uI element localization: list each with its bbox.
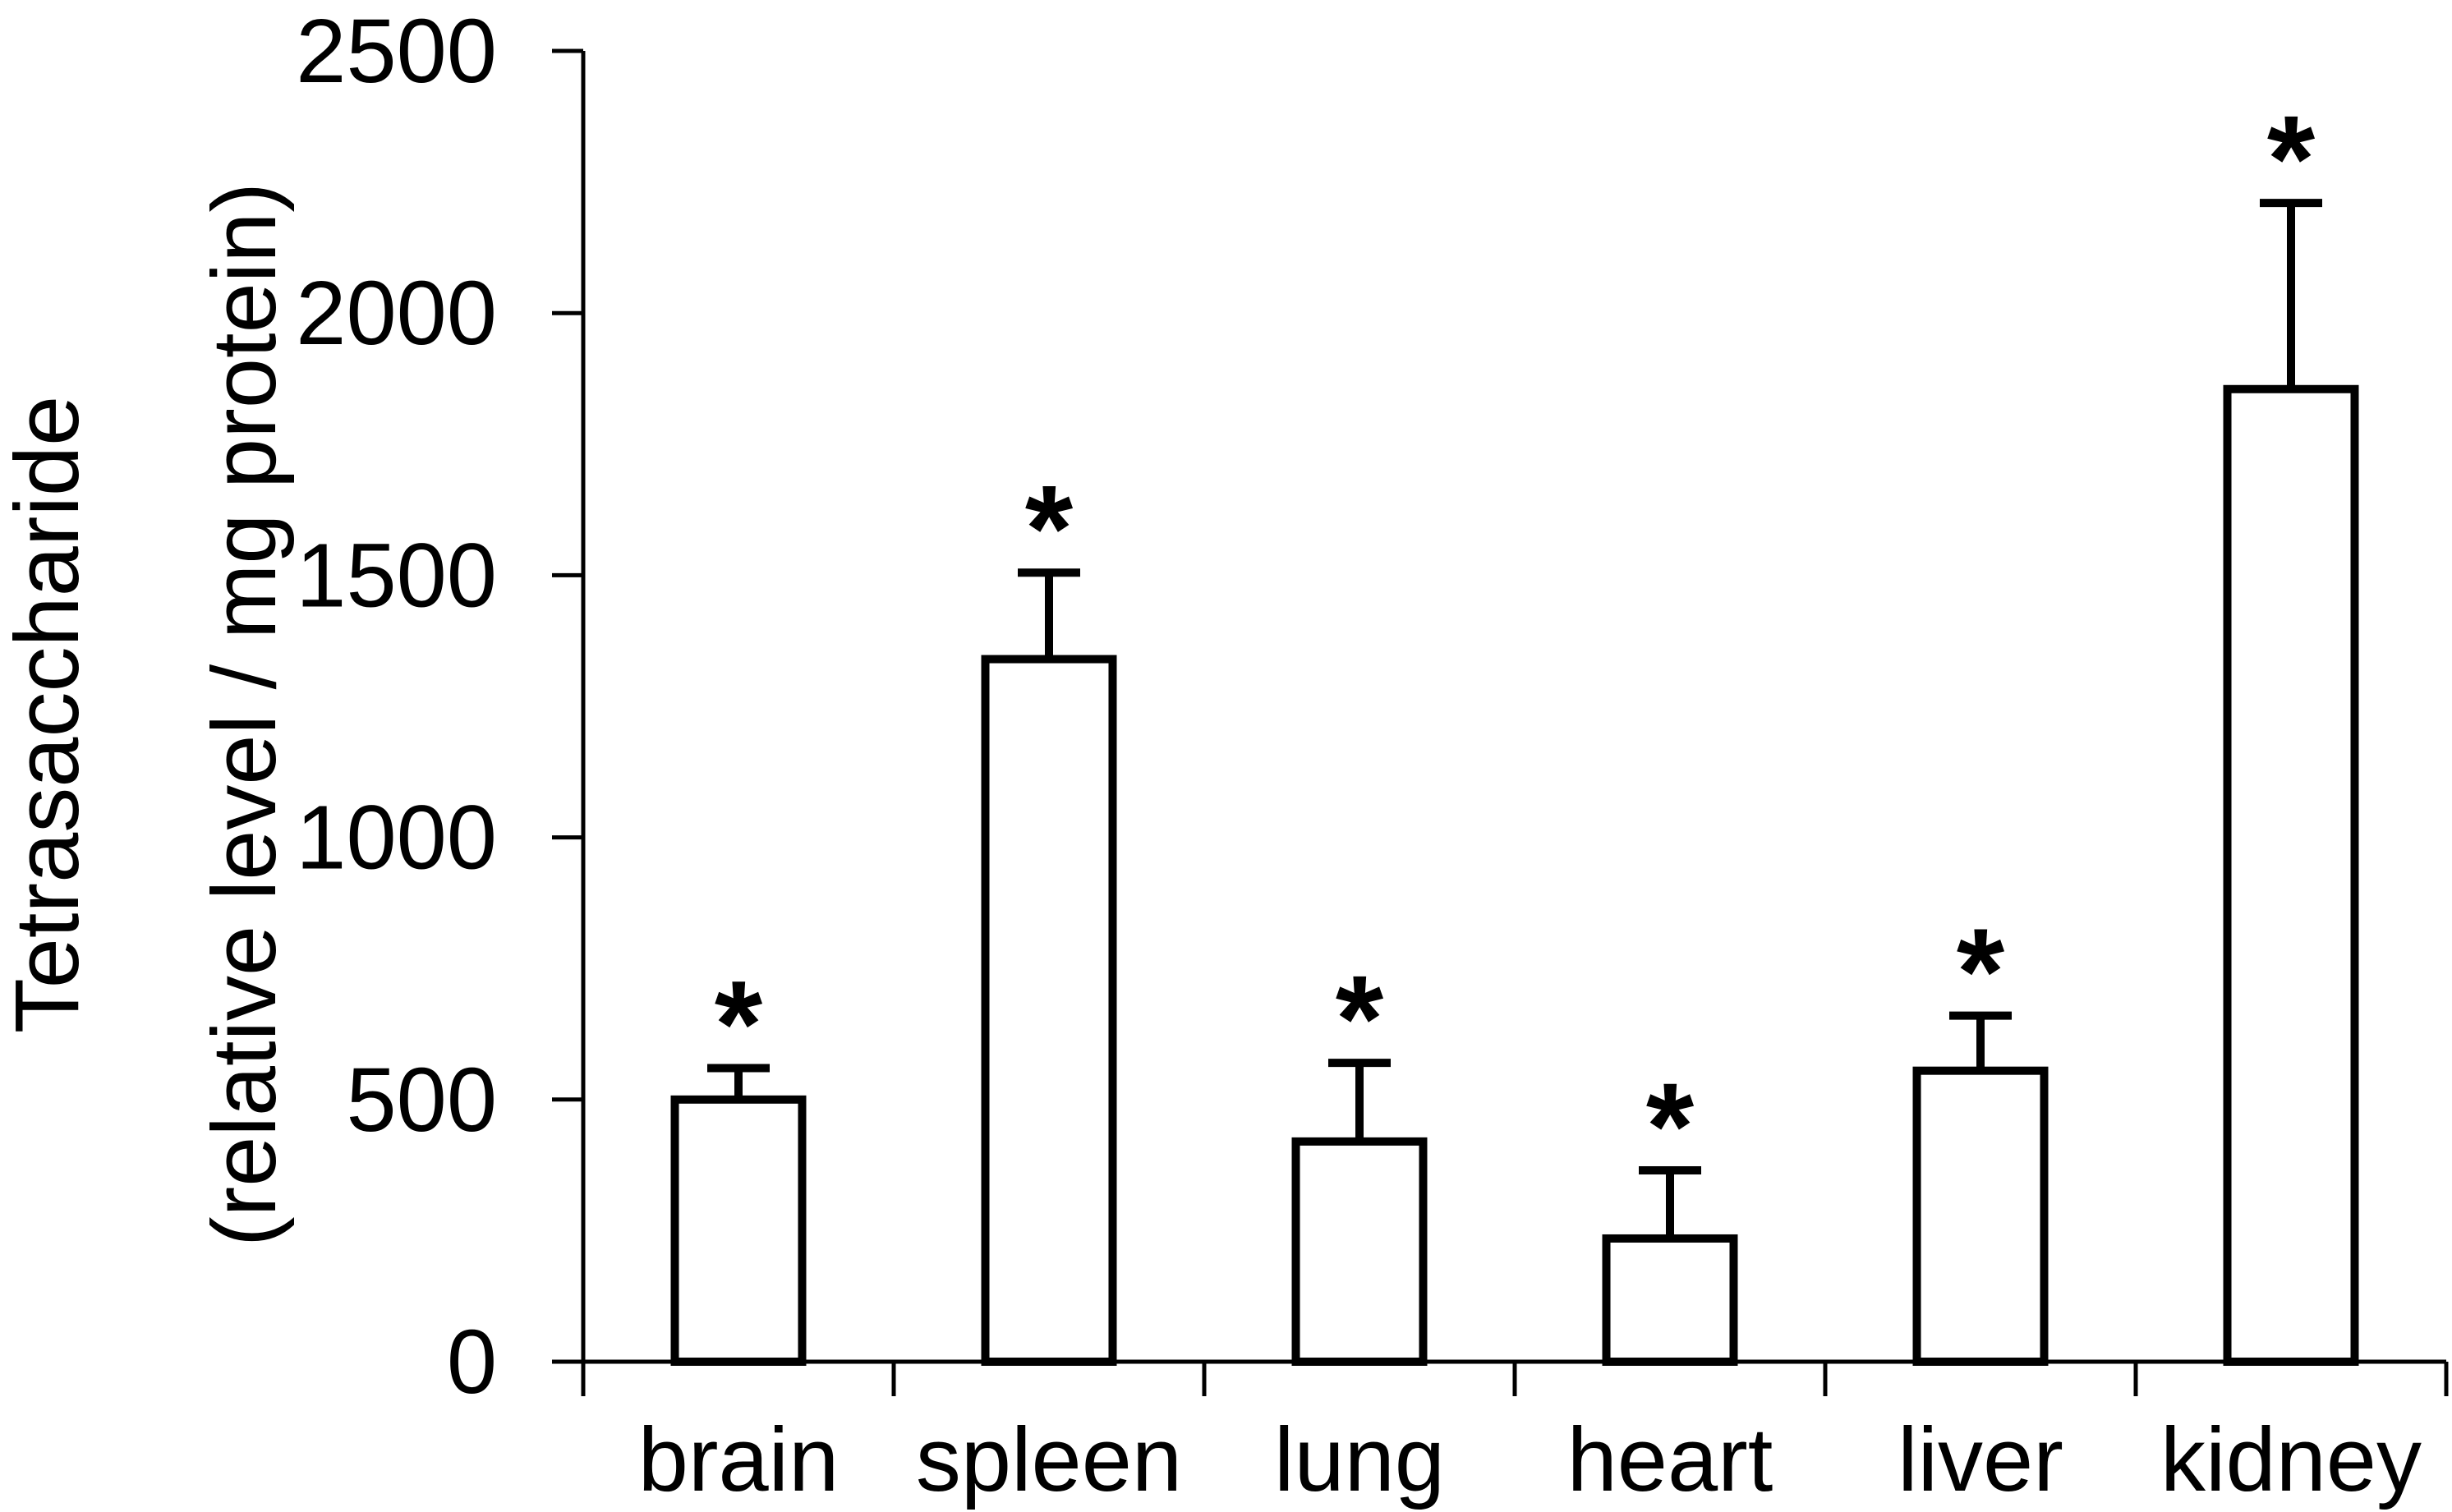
x-tick-label-brain: brain [638, 1409, 840, 1510]
x-tick-label-lung: lung [1274, 1409, 1445, 1510]
significance-star-lung: * [1336, 949, 1384, 1087]
bar-kidney [2223, 384, 2359, 1367]
x-tick-label-spleen: spleen [916, 1409, 1182, 1510]
x-tick-label-liver: liver [1898, 1409, 2063, 1510]
y-axis: 0 500 1000 1500 2000 2500 [296, 1, 586, 1413]
significance-star-liver: * [1957, 903, 2005, 1041]
significance-markers: * * * * * * [715, 90, 2316, 1195]
bar-liver [1912, 1066, 2049, 1366]
bar-heart [1602, 1234, 1738, 1366]
y-tick-label: 500 [346, 1050, 497, 1151]
x-tick-label-kidney: kidney [2160, 1409, 2422, 1510]
y-axis-title-line1: Tetrasaccharide [0, 396, 98, 1034]
bar-spleen [981, 655, 1117, 1366]
y-tick-label: 2500 [296, 1, 497, 102]
y-tick-label: 1000 [296, 788, 497, 889]
y-tick-label: 2000 [296, 263, 497, 364]
x-axis: brain spleen lung heart liver kidney [581, 1359, 2449, 1510]
significance-star-heart: * [1646, 1057, 1695, 1195]
error-bars [707, 199, 2322, 1239]
significance-star-kidney: * [2267, 90, 2316, 227]
significance-star-brain: * [715, 954, 763, 1092]
bar-lung [1291, 1137, 1428, 1366]
bar-brain [670, 1095, 807, 1367]
bars [670, 384, 2359, 1367]
y-tick-label: 1500 [296, 525, 497, 626]
significance-star-spleen: * [1025, 459, 1074, 597]
y-tick-label: 0 [447, 1312, 497, 1413]
y-axis-title-line2: (relative level / mg protein) [194, 182, 295, 1247]
x-tick-label-heart: heart [1567, 1409, 1773, 1510]
y-axis-title: Tetrasaccharide (relative level / mg pro… [0, 182, 295, 1247]
